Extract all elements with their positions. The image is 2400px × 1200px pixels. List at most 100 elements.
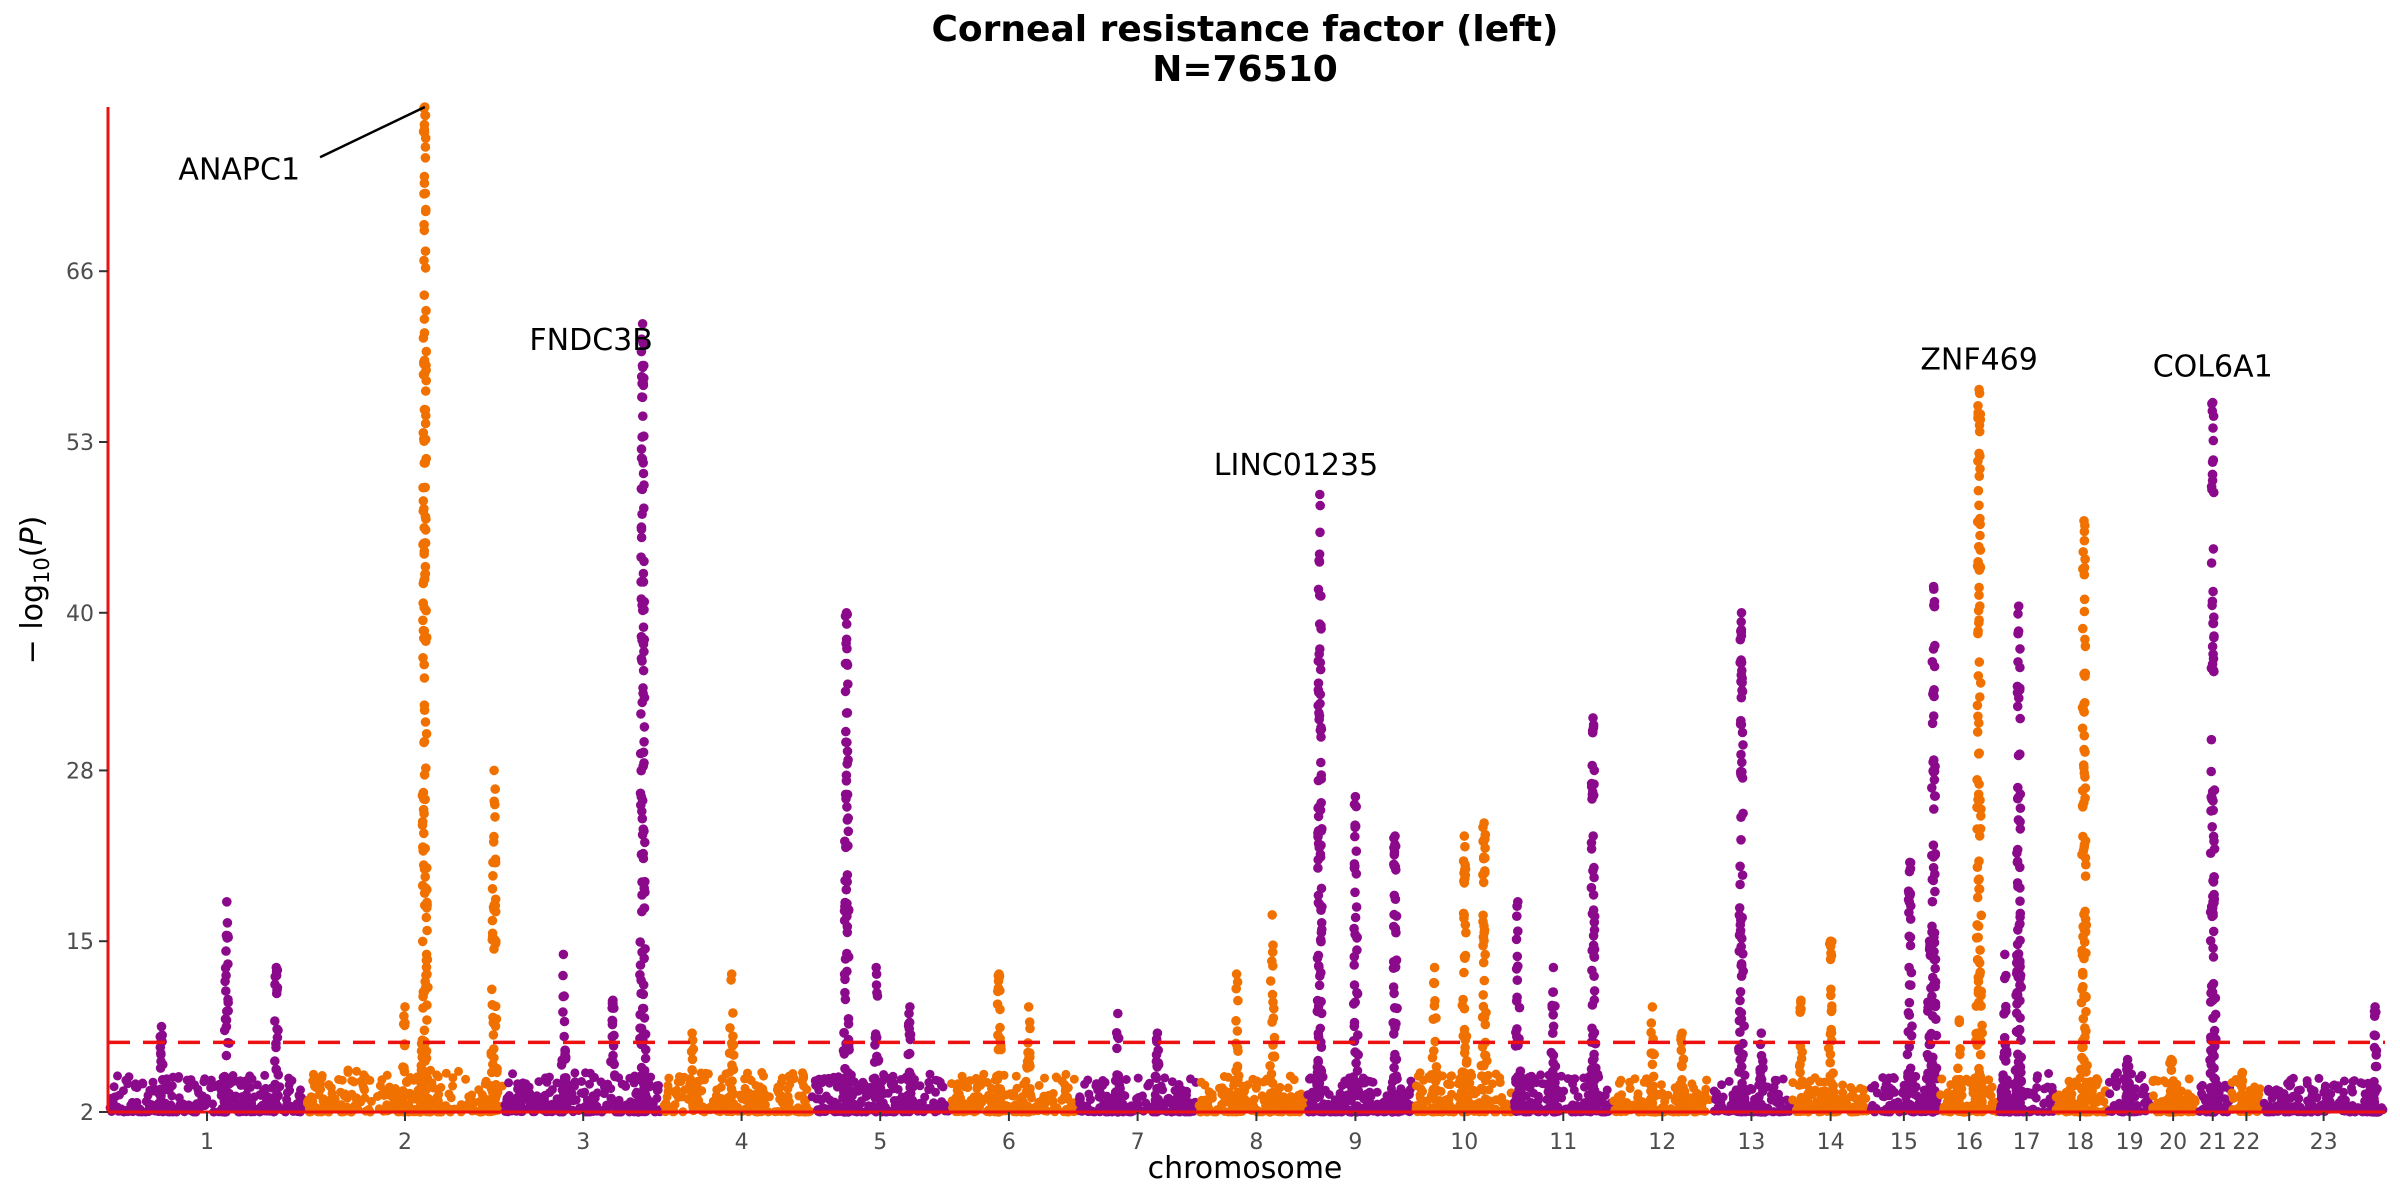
snp-point — [581, 1068, 590, 1078]
snp-point — [222, 931, 233, 941]
snp-point — [2012, 857, 2023, 868]
snp-point — [1928, 689, 1938, 699]
snp-point — [1677, 1075, 1687, 1085]
snp-point — [156, 1090, 166, 1101]
snp-point — [599, 1089, 609, 1099]
snp-point — [2015, 789, 2026, 799]
snp-point — [639, 722, 650, 732]
snp-point — [840, 875, 850, 886]
snp-point — [132, 1097, 142, 1107]
snp-point — [590, 1093, 600, 1103]
snp-point — [636, 346, 647, 357]
snp-point — [963, 1083, 973, 1093]
snp-point — [1549, 1096, 1560, 1107]
snp-point — [1315, 689, 1326, 700]
snp-point — [2078, 547, 2088, 557]
snp-point — [488, 871, 498, 881]
chromosome-14-points — [1788, 936, 1872, 1117]
snp-point — [1974, 874, 1984, 884]
snp-point — [1316, 927, 1327, 938]
snp-point — [2015, 995, 2025, 1006]
snp-point — [1616, 1093, 1626, 1102]
snp-point — [1548, 987, 1559, 997]
snp-point — [1586, 882, 1597, 893]
snp-point — [1315, 849, 1326, 860]
snp-point — [1398, 1091, 1408, 1101]
snp-point — [418, 991, 428, 1002]
snp-point — [245, 1082, 255, 1092]
snp-point — [638, 683, 648, 693]
snp-point — [419, 737, 429, 748]
snp-point — [487, 984, 497, 995]
snp-point — [1143, 1081, 1153, 1091]
snp-point — [979, 1069, 989, 1079]
snp-point — [1738, 1049, 1748, 1060]
snp-point — [2206, 481, 2217, 492]
snp-point — [957, 1071, 967, 1081]
snp-point — [1974, 582, 1984, 593]
snp-point — [1766, 1090, 1776, 1100]
snp-point — [164, 1085, 174, 1095]
snp-point — [1737, 727, 1748, 738]
lead-snp-point — [489, 765, 499, 776]
snp-point — [1999, 1009, 2009, 1019]
snp-point — [123, 1079, 133, 1089]
snp-point — [1003, 1101, 1013, 1111]
snp-point — [842, 658, 852, 669]
snp-point — [422, 863, 432, 873]
snp-point — [585, 1079, 594, 1089]
snp-point — [1975, 464, 1985, 474]
snp-point — [1312, 995, 1323, 1006]
snp-point — [399, 1011, 409, 1021]
snp-point — [2010, 1065, 2021, 1076]
snp-point — [1458, 856, 1469, 866]
snp-point — [252, 1080, 262, 1090]
snp-point — [1974, 615, 1984, 625]
snp-point — [124, 1072, 134, 1082]
snp-point — [1279, 1092, 1289, 1102]
snp-point — [1267, 947, 1278, 957]
snp-point — [1314, 557, 1325, 567]
chromosome-18-points — [2051, 516, 2112, 1117]
snp-point — [1700, 1089, 1710, 1099]
snp-point — [1973, 972, 1984, 983]
snp-point — [1974, 1068, 1985, 1078]
snp-point — [272, 982, 283, 993]
snp-point — [984, 1090, 993, 1100]
snp-point — [1340, 1099, 1350, 1109]
snp-point — [905, 1082, 915, 1093]
snp-point — [638, 411, 648, 422]
snp-point — [872, 988, 882, 998]
snp-point — [1588, 866, 1598, 876]
snp-point — [637, 697, 647, 708]
snp-point — [421, 346, 432, 357]
snp-point — [1788, 1078, 1798, 1088]
snp-point — [1846, 1083, 1856, 1092]
snp-point — [1589, 986, 1600, 996]
snp-point — [1312, 1006, 1323, 1017]
snp-point — [609, 1070, 620, 1080]
snp-point — [1550, 1001, 1560, 1011]
snp-point — [2078, 1042, 2088, 1052]
snp-point — [1515, 1066, 1526, 1076]
snp-point — [1313, 1028, 1324, 1039]
snp-point — [639, 737, 649, 747]
snp-point — [1904, 931, 1914, 942]
snp-point — [686, 1046, 697, 1057]
snp-point — [1480, 1019, 1491, 1030]
snp-point — [637, 509, 647, 519]
snp-point — [1200, 1080, 1210, 1090]
snp-point — [1736, 915, 1746, 926]
snp-point — [838, 1045, 849, 1056]
chromosome-22-points — [2227, 1067, 2266, 1117]
snp-point — [995, 1085, 1006, 1095]
snp-point — [1248, 1074, 1258, 1084]
snp-point — [1614, 1078, 1624, 1088]
snp-point — [1737, 870, 1748, 880]
snp-point — [1716, 1098, 1726, 1108]
snp-point — [1536, 1070, 1546, 1080]
snp-point — [1712, 1088, 1721, 1098]
chromosome-3-points — [500, 319, 665, 1117]
snp-point — [1805, 1087, 1815, 1097]
snp-point — [419, 700, 430, 710]
